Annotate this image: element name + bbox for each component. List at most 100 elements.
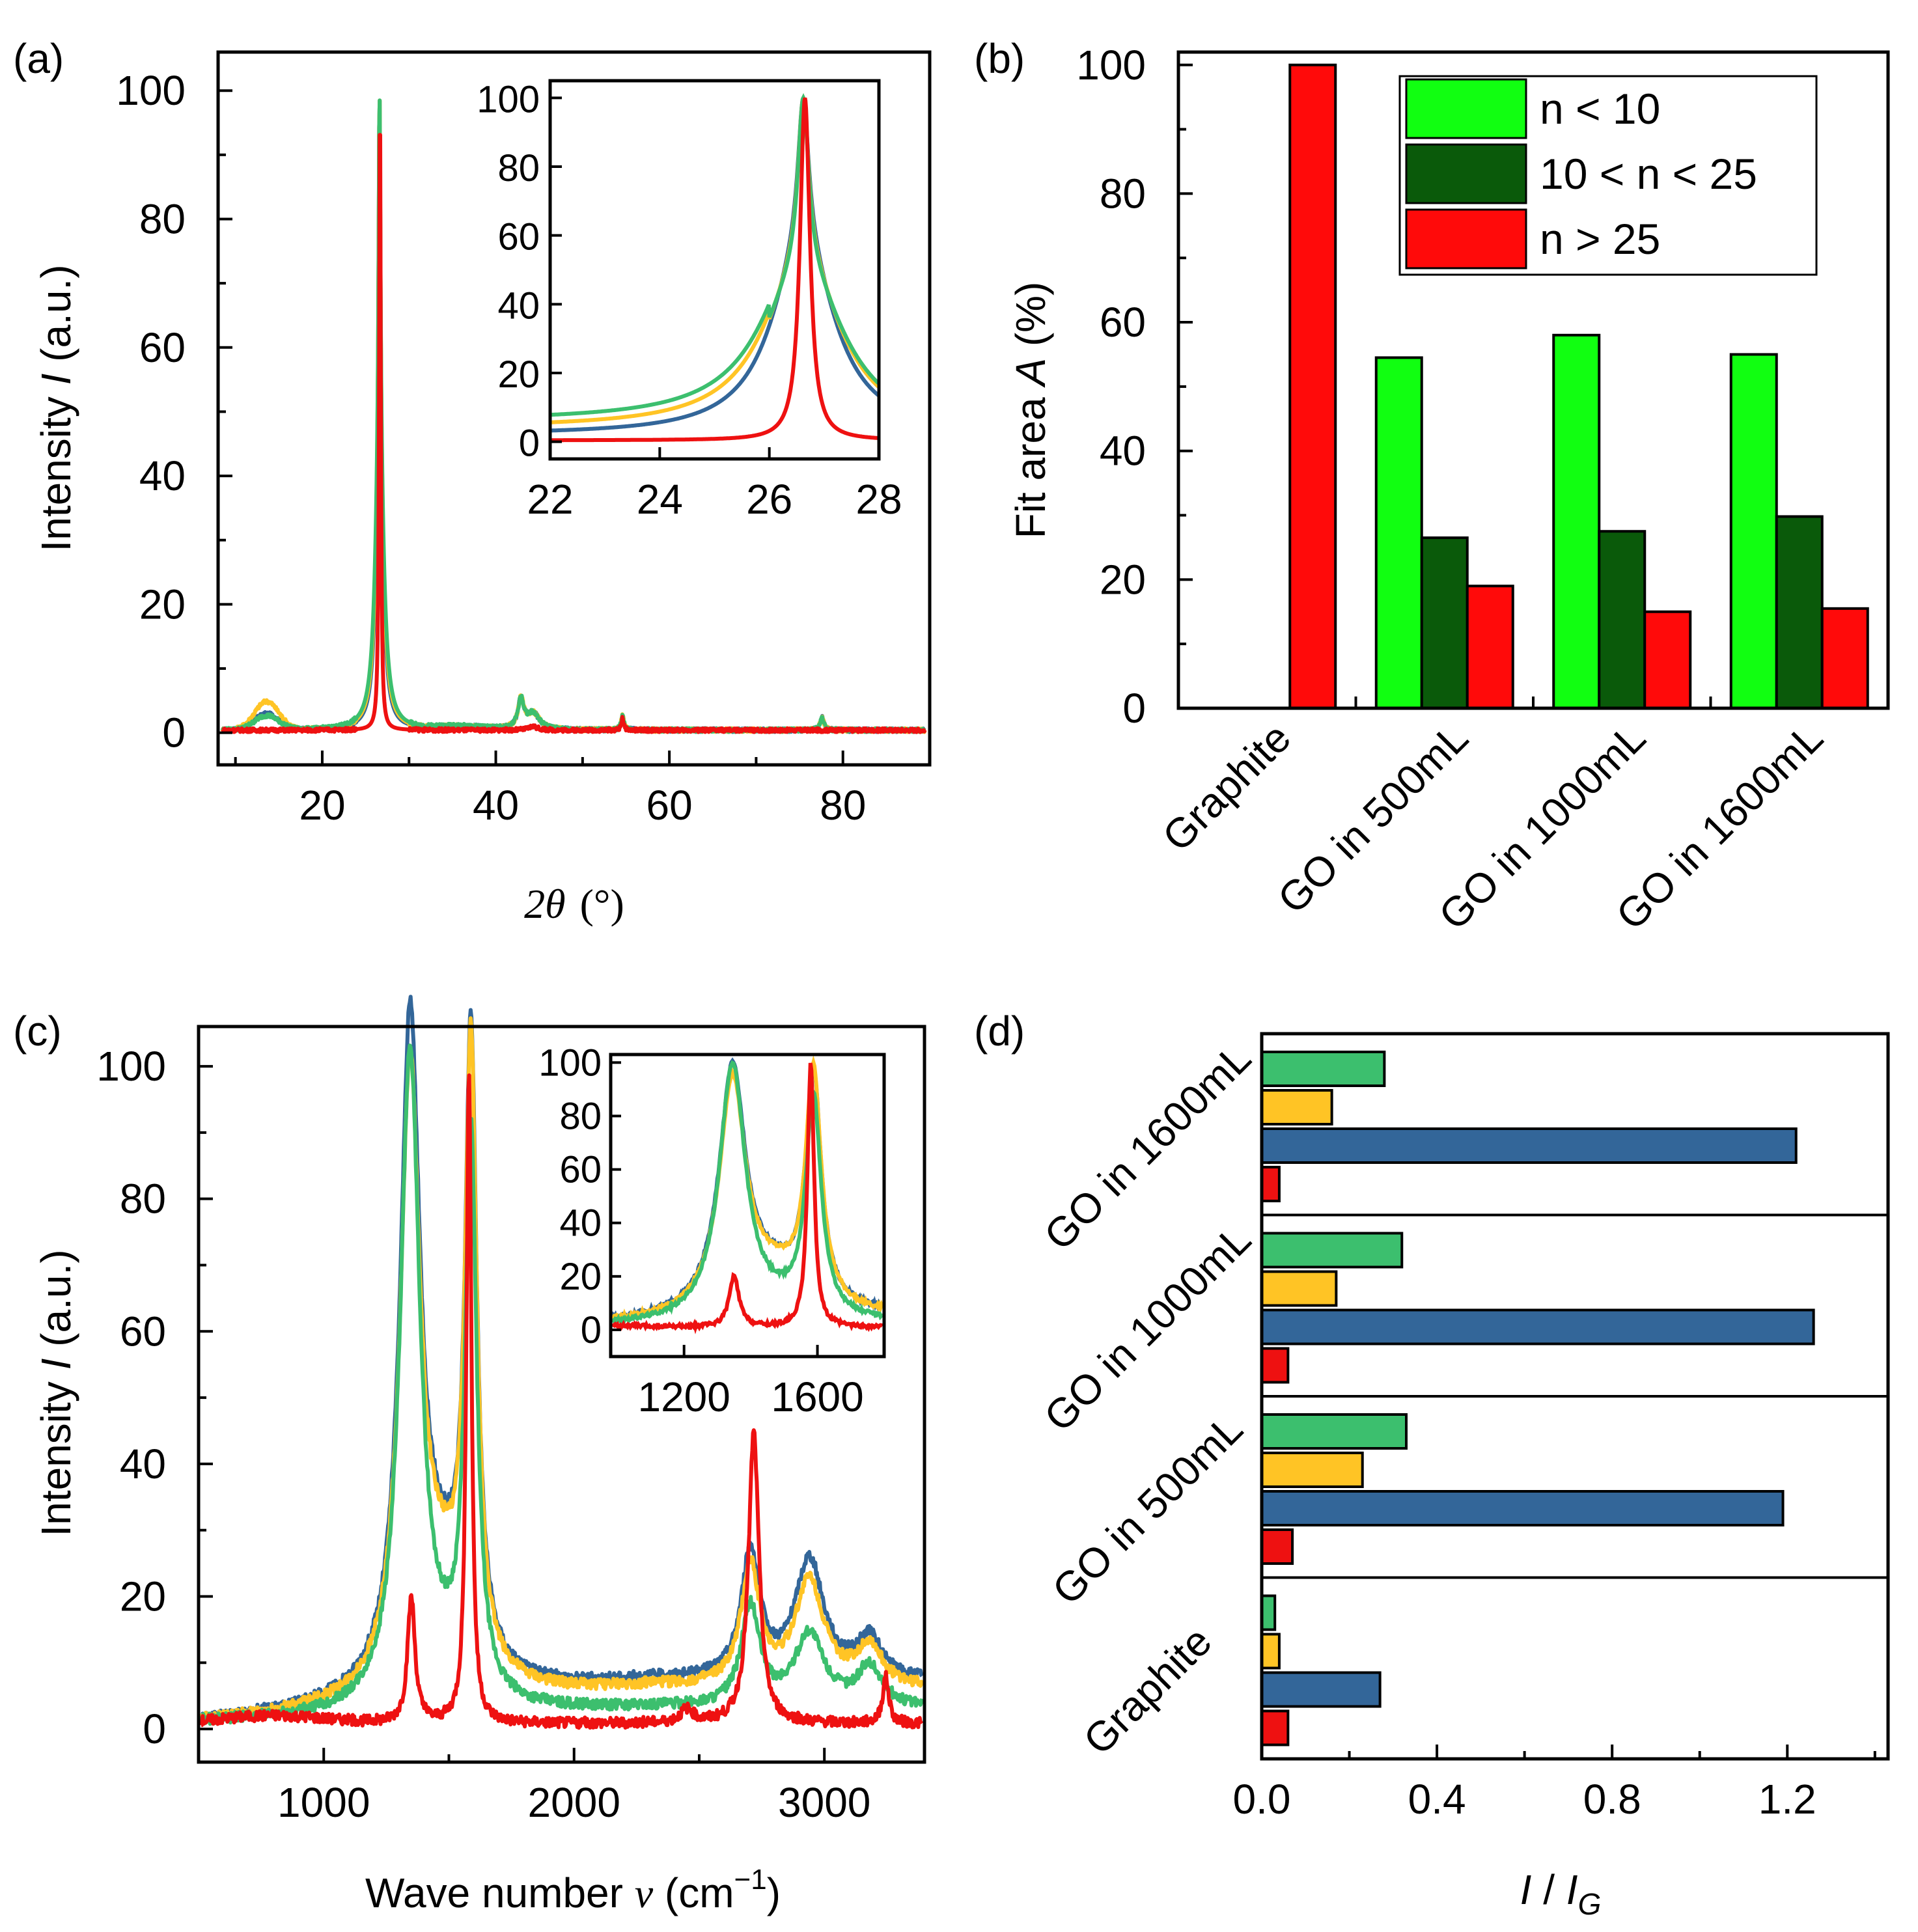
inset-raman-line-green [611, 1060, 883, 1325]
ytick-label: 0 [143, 1705, 166, 1752]
category-label: GO in 500mL [1043, 1405, 1251, 1614]
category-label: Graphite [1154, 714, 1300, 860]
hbar-yellow [1260, 1089, 1333, 1125]
hbar-blue [1260, 1127, 1798, 1164]
ytick-label: 20 [139, 581, 186, 628]
panel-a-ylabel: Intensity I (a.u.) [33, 264, 79, 551]
panel-c-frame [197, 1025, 926, 1764]
panel-a-inset-frame [548, 79, 881, 461]
inset-xtick-label: 1600 [771, 1373, 863, 1420]
raman-line-green [199, 1043, 924, 1726]
panel-c-xlabel: Wave number ν (cm−1) [365, 1864, 781, 1916]
xrd-line-green [220, 98, 926, 734]
inset-xtick-label: 24 [637, 476, 683, 523]
inset-xrd-line-red [550, 97, 879, 443]
legend-label: n < 10 [1540, 85, 1660, 133]
xtick-label: 0.4 [1408, 1776, 1466, 1823]
bar-n > 25 [1820, 607, 1869, 710]
legend-swatch [1405, 208, 1527, 269]
panel-a-xrd: (a) 20 40 60 80 0 20 40 60 80 100 2θ (°) Intensity… [13, 35, 932, 927]
hbar-yellow [1260, 1270, 1338, 1307]
ytick-label: 80 [120, 1176, 166, 1222]
inset-ytick-label: 60 [497, 216, 540, 258]
panel-c-label: (c) [13, 1008, 62, 1055]
ytick-label: 40 [139, 452, 186, 499]
inset-xtick-label: 26 [746, 476, 792, 523]
bar-n < 10 [1374, 356, 1423, 710]
legend-label: n > 25 [1540, 215, 1660, 263]
xrd-line-yellow [220, 98, 927, 734]
bar-n < 10 [1729, 353, 1778, 710]
hbar-blue [1260, 1671, 1382, 1708]
bar-n > 25 [1466, 585, 1514, 710]
hbar-green [1260, 1051, 1386, 1087]
panel-d-frame [1260, 1032, 1890, 1761]
ytick-label: 40 [120, 1441, 166, 1487]
panel-a-inset: 22 24 26 28 0 20 40 60 80 100 [477, 78, 902, 523]
xtick-label: 2000 [528, 1779, 620, 1826]
inset-ytick-label: 80 [497, 147, 540, 189]
ytick-label: 60 [139, 324, 186, 371]
hbar-blue [1260, 1308, 1815, 1346]
ytick-label: 60 [120, 1308, 166, 1355]
inset-xrd-line-yellow [550, 93, 880, 424]
xtick-label: 0.0 [1233, 1776, 1291, 1823]
panel-a-label: (a) [13, 35, 64, 82]
inset-ytick-label: 40 [497, 284, 540, 327]
hbar-red [1260, 1166, 1281, 1202]
inset-ytick-label: 0 [581, 1309, 602, 1351]
raman-line-red [200, 1073, 924, 1730]
ytick-label: 40 [1100, 428, 1146, 475]
bar-10 < n < 25 [1598, 530, 1647, 710]
xrd-line-red [221, 133, 927, 734]
panel-b-ticks: 0 20 40 60 80 100 [1076, 42, 1712, 732]
ytick-label: 100 [1076, 42, 1146, 89]
panel-a-inset-lines [550, 93, 880, 443]
ytick-label: 100 [96, 1043, 166, 1090]
xtick-label: 1.2 [1758, 1776, 1816, 1823]
panel-b-legend: n < 10 10 < n < 25 n > 25 [1398, 75, 1818, 276]
hbar-yellow [1260, 1452, 1364, 1488]
panel-b-bars [1288, 63, 1869, 710]
inset-ytick-label: 20 [559, 1256, 602, 1298]
panel-a-xlabel: 2θ (°) [524, 881, 624, 927]
bar-n > 25 [1288, 63, 1337, 710]
panel-c-inset-lines [610, 1055, 885, 1334]
panel-d-label: (d) [974, 1008, 1025, 1055]
hbar-red [1260, 1528, 1294, 1565]
bar-n < 10 [1552, 333, 1601, 710]
xtick-label: 20 [299, 782, 345, 829]
inset-ytick-label: 40 [559, 1202, 602, 1245]
ytick-label: 0 [162, 710, 186, 756]
xtick-label: 1000 [277, 1779, 370, 1826]
panel-c-inset-frame [609, 1053, 886, 1359]
panel-a-ticks: 20 40 60 80 0 20 40 60 80 100 [116, 67, 931, 829]
inset-ytick-label: 0 [519, 422, 540, 465]
inset-xtick-label: 22 [527, 476, 573, 523]
panel-d-xlabel: I / IG [1520, 1866, 1602, 1921]
legend-swatch [1405, 78, 1527, 139]
hbar-yellow [1260, 1633, 1281, 1670]
inset-ytick-label: 20 [497, 353, 540, 396]
inset-ytick-label: 100 [477, 78, 540, 120]
inset-raman-line-red [611, 1062, 884, 1334]
legend-swatch [1405, 143, 1527, 204]
panel-b-fit-area: (b) 0 20 40 60 80 100 Fit area A (%) Graphite… [974, 35, 1890, 939]
ytick-label: 20 [120, 1573, 166, 1620]
panel-c-inset-ticks: 1200 1600 0 20 40 60 80 100 [538, 1042, 864, 1420]
legend-label: 10 < n < 25 [1540, 150, 1757, 198]
xrd-line-blue [221, 98, 926, 734]
xtick-label: 80 [820, 782, 866, 829]
ytick-label: 100 [116, 67, 186, 114]
bar-10 < n < 25 [1775, 515, 1824, 710]
xtick-label: 0.8 [1583, 1776, 1641, 1823]
hbar-blue [1260, 1490, 1785, 1526]
inset-ytick-label: 100 [538, 1042, 602, 1084]
xtick-label: 40 [473, 782, 519, 829]
bar-10 < n < 25 [1420, 536, 1469, 710]
